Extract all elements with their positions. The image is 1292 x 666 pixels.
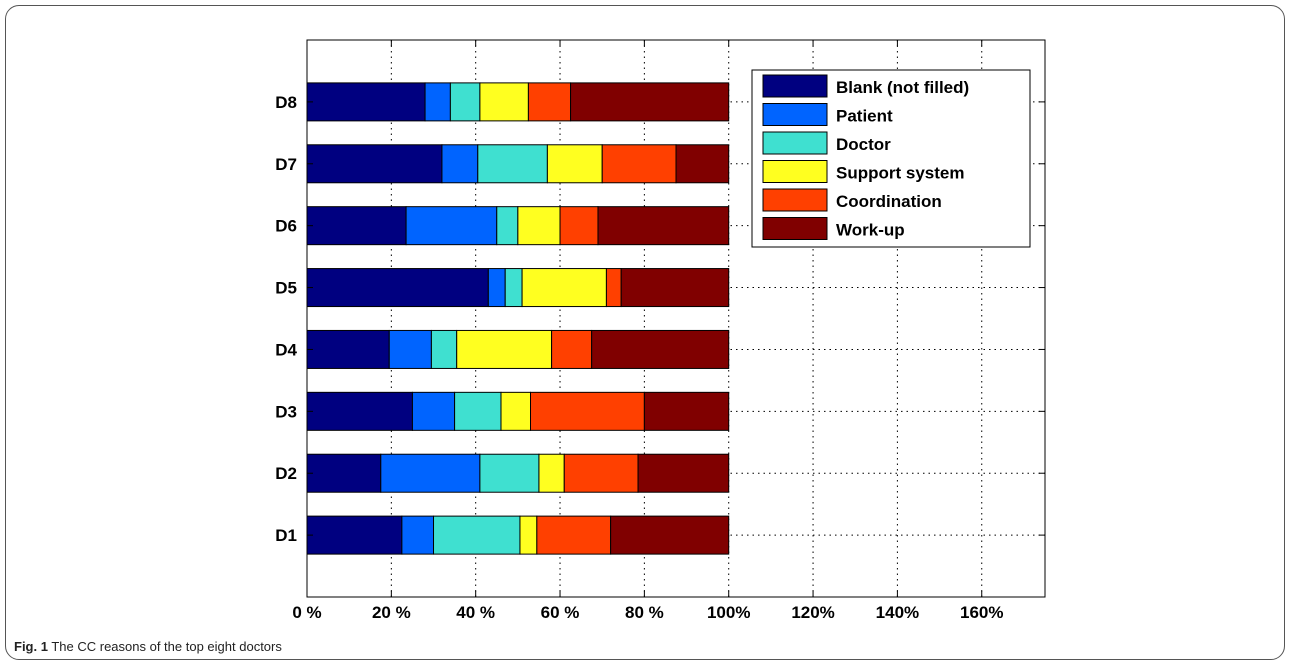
bar-D6-series-2 xyxy=(496,206,519,246)
bar-D1-series-5 xyxy=(610,515,730,555)
bar-D5-series-2 xyxy=(504,268,523,308)
bar-D4-series-3 xyxy=(456,329,553,369)
legend-label-4: Coordination xyxy=(836,192,942,211)
legend-label-3: Support system xyxy=(836,164,964,183)
bar-D4-series-0 xyxy=(306,329,390,369)
bar-D7-series-5 xyxy=(675,144,730,184)
bar-D7-series-3 xyxy=(546,144,603,184)
bar-D4-series-5 xyxy=(591,329,730,369)
bar-D8-series-3 xyxy=(479,82,529,122)
bar-D8-series-5 xyxy=(570,82,730,122)
bar-D6-series-1 xyxy=(405,206,498,246)
legend-swatch-5 xyxy=(762,217,828,240)
bar-D6-series-0 xyxy=(306,206,407,246)
bar-D1-series-3 xyxy=(519,515,538,555)
legend-swatch-2 xyxy=(762,131,828,155)
bar-D7-series-0 xyxy=(306,144,443,184)
bar-D8-series-1 xyxy=(424,82,451,122)
legend: Blank (not filled) Patient Doctor Support s… xyxy=(751,69,1031,248)
x-tick-label-1: 20 % xyxy=(372,603,411,622)
bar-D1-series-1 xyxy=(401,515,435,555)
bar-D2-series-5 xyxy=(637,453,730,493)
y-tick-label-D2: D2 xyxy=(275,464,297,483)
bar-D6-series-4 xyxy=(559,206,599,246)
bar-D8-series-0 xyxy=(306,82,426,122)
y-tick-label-D5: D5 xyxy=(275,279,297,298)
bar-D8-series-2 xyxy=(449,82,481,122)
x-tick-label-6: 120% xyxy=(791,603,834,622)
bar-D5-series-5 xyxy=(620,268,730,308)
x-tick-label-2: 40 % xyxy=(456,603,495,622)
bar-D2-series-3 xyxy=(538,453,565,493)
axes-box xyxy=(306,39,1046,598)
y-tick-label-D7: D7 xyxy=(275,155,297,174)
bar-D3-series-0 xyxy=(306,391,413,431)
bar-D3-series-4 xyxy=(530,391,645,431)
bar-D2-series-0 xyxy=(306,453,382,493)
legend-label-1: Patient xyxy=(836,107,893,126)
bar-D1-series-0 xyxy=(306,515,403,555)
bar-D3-series-2 xyxy=(454,391,502,431)
x-tick-label-0: 0 % xyxy=(292,603,321,622)
bar-D1-series-2 xyxy=(433,515,521,555)
y-tick-label-D3: D3 xyxy=(275,402,297,421)
bar-D7-series-1 xyxy=(441,144,479,184)
bar-D6-series-3 xyxy=(517,206,561,246)
legend-swatch-0 xyxy=(762,74,828,98)
legend-swatch-4 xyxy=(762,188,828,212)
bar-D2-series-2 xyxy=(479,453,540,493)
figure-caption: Fig. 1 The CC reasons of the top eight d… xyxy=(14,639,282,654)
x-tick-label-5: 100% xyxy=(707,603,750,622)
bar-D5-series-3 xyxy=(521,268,607,308)
bar-D8-series-4 xyxy=(527,82,572,122)
bar-D2-series-1 xyxy=(380,453,481,493)
bar-D3-series-5 xyxy=(643,391,730,431)
bar-D6-series-5 xyxy=(597,206,730,246)
bar-D7-series-2 xyxy=(477,144,548,184)
figure-label: Fig. 1 xyxy=(14,639,48,654)
bar-D5-series-1 xyxy=(487,268,506,308)
bar-D4-series-4 xyxy=(551,329,593,369)
legend-swatch-3 xyxy=(762,160,828,183)
bar-D1-series-4 xyxy=(536,515,612,555)
bar-D4-series-2 xyxy=(430,329,458,369)
bar-D4-series-1 xyxy=(388,329,432,369)
legend-swatch-1 xyxy=(762,103,828,126)
ticks xyxy=(306,40,1045,597)
x-tick-label-8: 160% xyxy=(960,603,1003,622)
bar-D3-series-3 xyxy=(500,391,532,431)
bar-D5-series-0 xyxy=(306,268,489,308)
bar-D2-series-4 xyxy=(563,453,639,493)
legend-label-0: Blank (not filled) xyxy=(836,78,969,97)
bar-D5-series-4 xyxy=(605,268,622,308)
x-tick-label-3: 60 % xyxy=(541,603,580,622)
bar-D3-series-1 xyxy=(411,391,456,431)
y-tick-label-D1: D1 xyxy=(275,526,297,545)
legend-label-5: Work-up xyxy=(836,221,905,240)
x-tick-label-4: 80 % xyxy=(625,603,664,622)
y-tick-label-D4: D4 xyxy=(275,340,297,359)
bar-D7-series-4 xyxy=(601,144,677,184)
y-tick-label-D6: D6 xyxy=(275,217,297,236)
x-tick-label-7: 140% xyxy=(876,603,919,622)
legend-label-2: Doctor xyxy=(836,135,891,154)
caption-text: The CC reasons of the top eight doctors xyxy=(51,639,282,654)
y-tick-label-D8: D8 xyxy=(275,93,297,112)
